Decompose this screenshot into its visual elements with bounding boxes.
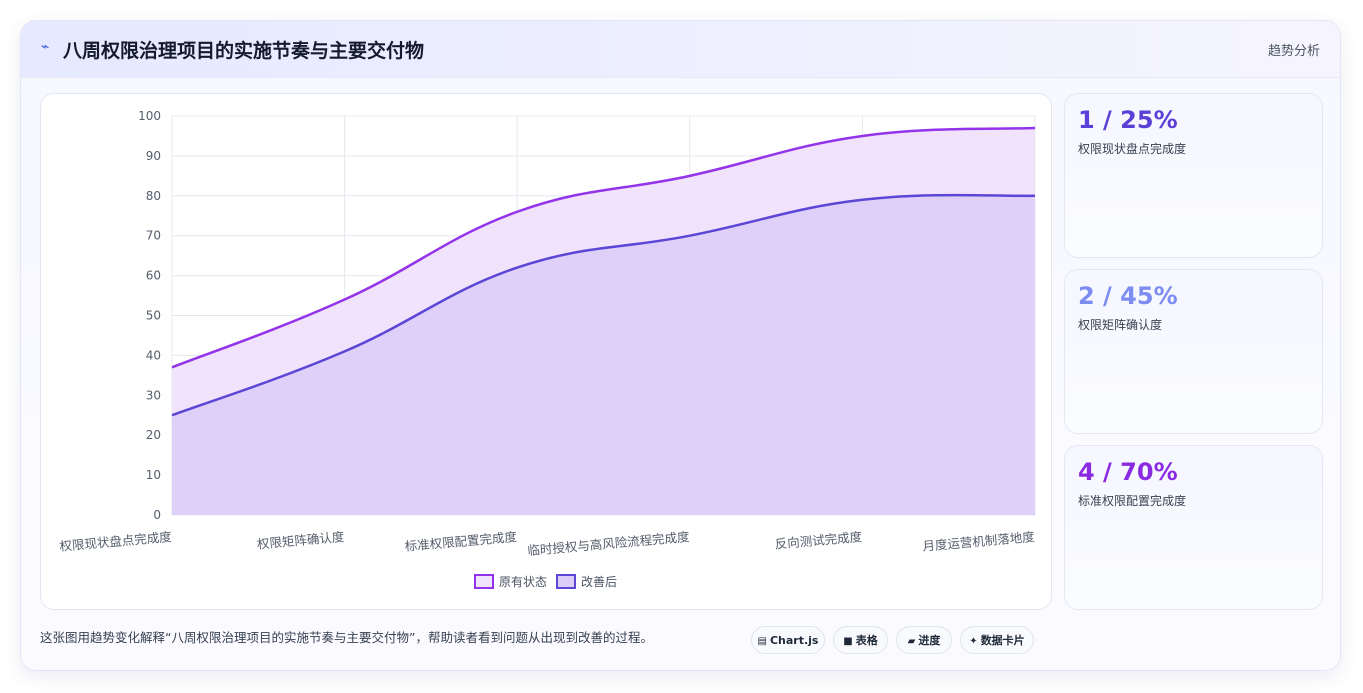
panel-header: ⌁ 八周权限治理项目的实施节奏与主要交付物 趋势分析 bbox=[21, 21, 1340, 78]
y-tick-label: 0 bbox=[153, 508, 161, 522]
stat-label: 权限现状盘点完成度 bbox=[1078, 142, 1187, 156]
tag-label: Chart.js bbox=[769, 634, 819, 647]
tag-chartjs[interactable]: ▤ Chart.js bbox=[751, 626, 825, 654]
legend-swatch bbox=[556, 574, 576, 589]
y-tick-label: 100 bbox=[138, 109, 161, 123]
tag-label: 进度 bbox=[918, 634, 941, 647]
legend-label: 改善后 bbox=[581, 574, 617, 589]
chart-card: 0 10 20 30 40 50 60 70 80 90 100 权限现状盘点完成度 权限矩阵确认度 标准… bbox=[40, 93, 1052, 610]
x-tick-label: 标准权限配置完成度 bbox=[404, 529, 518, 554]
chart-panel: ⌁ 八周权限治理项目的实施节奏与主要交付物 趋势分析 0 10 20 30 40 50 60… bbox=[20, 20, 1341, 671]
chartjs-icon: ▤ bbox=[757, 636, 767, 647]
tag-progress[interactable]: ▰ 进度 bbox=[896, 626, 952, 654]
y-tick-label: 30 bbox=[146, 388, 161, 402]
legend-swatch bbox=[474, 574, 494, 589]
tag-label: 表格 bbox=[855, 634, 878, 647]
stat-card-1: 1 / 25% 权限现状盘点完成度 bbox=[1064, 93, 1323, 258]
y-tick-label: 90 bbox=[146, 149, 161, 163]
y-tick-label: 50 bbox=[146, 309, 161, 323]
x-tick-label: 反向测试完成度 bbox=[774, 529, 863, 552]
stat-label: 权限矩阵确认度 bbox=[1078, 318, 1163, 332]
page-title: 八周权限治理项目的实施节奏与主要交付物 bbox=[63, 40, 425, 62]
stat-value: 4 / 70% bbox=[1078, 458, 1178, 486]
x-tick-label: 权限矩阵确认度 bbox=[256, 529, 345, 552]
legend-label: 原有状态 bbox=[499, 575, 547, 589]
stat-value: 1 / 25% bbox=[1078, 106, 1178, 134]
tag-data-card[interactable]: ✦ 数据卡片 bbox=[960, 626, 1034, 654]
area-chart: 0 10 20 30 40 50 60 70 80 90 100 权限现状盘点完成度 权限矩阵确认度 标准… bbox=[59, 109, 1036, 589]
trend-analysis-link[interactable]: 趋势分析 bbox=[1267, 44, 1320, 59]
stat-card-3: 4 / 70% 标准权限配置完成度 bbox=[1064, 445, 1323, 610]
series-line bbox=[171, 193, 1036, 417]
y-tick-label: 80 bbox=[146, 189, 161, 203]
progress-icon: ▰ bbox=[907, 636, 916, 647]
x-tick-label: 月度运营机制落地度 bbox=[922, 529, 1036, 554]
table-icon: ■ bbox=[843, 636, 853, 647]
series-area bbox=[172, 195, 1035, 515]
y-tick-label: 40 bbox=[146, 348, 161, 362]
y-tick-label: 60 bbox=[146, 269, 161, 283]
tag-label: 数据卡片 bbox=[980, 634, 1025, 647]
chart-caption: 这张图用趋势变化解释“八周权限治理项目的实施节奏与主要交付物”，帮助读者看到问题… bbox=[40, 630, 653, 645]
stat-label: 标准权限配置完成度 bbox=[1078, 494, 1187, 508]
stat-value: 2 / 45% bbox=[1078, 282, 1178, 310]
y-tick-label: 10 bbox=[146, 468, 161, 482]
series-line bbox=[171, 126, 1036, 369]
trend-line-icon: ⌁ bbox=[41, 39, 50, 55]
stat-card-2: 2 / 45% 权限矩阵确认度 bbox=[1064, 269, 1323, 434]
y-tick-label: 70 bbox=[146, 229, 161, 243]
x-tick-label: 临时授权与高风险流程完成度 bbox=[527, 529, 691, 558]
sparkle-icon: ✦ bbox=[969, 636, 978, 647]
tag-table[interactable]: ■ 表格 bbox=[833, 626, 888, 654]
x-tick-label: 权限现状盘点完成度 bbox=[59, 529, 173, 554]
y-tick-label: 20 bbox=[146, 428, 161, 442]
